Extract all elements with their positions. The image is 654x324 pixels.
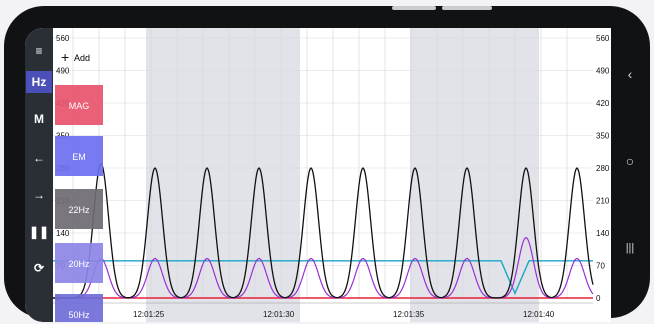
add-button[interactable]: + Add [61,49,90,65]
y-tick-right: 0 [596,294,601,303]
android-home-icon[interactable]: ○ [625,153,635,169]
time-label: 12:01:40 [523,310,555,319]
tile-label: 22Hz [68,205,90,215]
tile-label: EM [72,152,86,162]
chart[interactable]: 5604904203502802101407005604904203502802… [53,28,611,322]
android-back-icon[interactable]: ‹ [627,66,633,82]
sidebar: ≡ Hz M ← → ❚❚ ⟳ [25,28,53,322]
plus-icon: + [61,49,69,65]
y-tick-right: 560 [596,34,610,43]
shaded-band [146,28,300,322]
y-tick-right: 490 [596,67,610,76]
y-tick-left: 140 [56,229,70,238]
tile-22hz[interactable]: 22Hz [55,189,103,229]
tile-background [55,243,103,283]
y-tick-right: 420 [596,99,610,108]
app-screen: ≡ Hz M ← → ❚❚ ⟳ 560 490 420 350 280 210 140 70 0 560 490… [25,28,611,322]
menu-icon[interactable]: ≡ [35,44,43,58]
back-arrow-icon[interactable]: ← [33,151,45,165]
tile-mag[interactable]: MAG [55,85,103,125]
tile-background [55,294,103,322]
tile-background [55,136,103,176]
hz-button[interactable]: Hz [26,71,52,93]
phone-frame: ≡ Hz M ← → ❚❚ ⟳ 560 490 420 350 280 210 140 70 0 560 490… [4,6,650,322]
time-label: 12:01:25 [133,310,165,319]
y-tick-right: 350 [596,132,610,141]
tile-50hz[interactable]: 50Hz [55,294,103,322]
tile-background [55,85,103,125]
tile-label: MAG [69,101,90,111]
y-tick-right: 70 [596,262,605,271]
tile-20hz[interactable]: 20Hz [55,243,103,283]
time-label: 12:01:35 [393,310,425,319]
power-button [442,6,492,10]
y-tick-right: 280 [596,164,610,173]
y-tick-left: 560 [56,34,70,43]
y-tick-left: 490 [56,67,70,76]
m-button[interactable]: M [34,112,44,126]
tile-em[interactable]: EM [55,136,103,176]
pause-icon[interactable]: ❚❚ [28,225,50,239]
android-recents-icon[interactable]: ||| [625,242,635,254]
y-tick-right: 140 [596,229,610,238]
tile-label: 50Hz [68,310,90,320]
refresh-icon[interactable]: ⟳ [33,261,45,275]
series-black-line [53,162,594,299]
y-tick-right: 210 [596,197,610,206]
forward-arrow-icon[interactable]: → [33,188,45,202]
tile-background [55,189,103,229]
time-label: 12:01:30 [263,310,295,319]
volume-button [392,6,436,10]
add-label: Add [74,53,90,63]
tile-label: 20Hz [68,259,90,269]
